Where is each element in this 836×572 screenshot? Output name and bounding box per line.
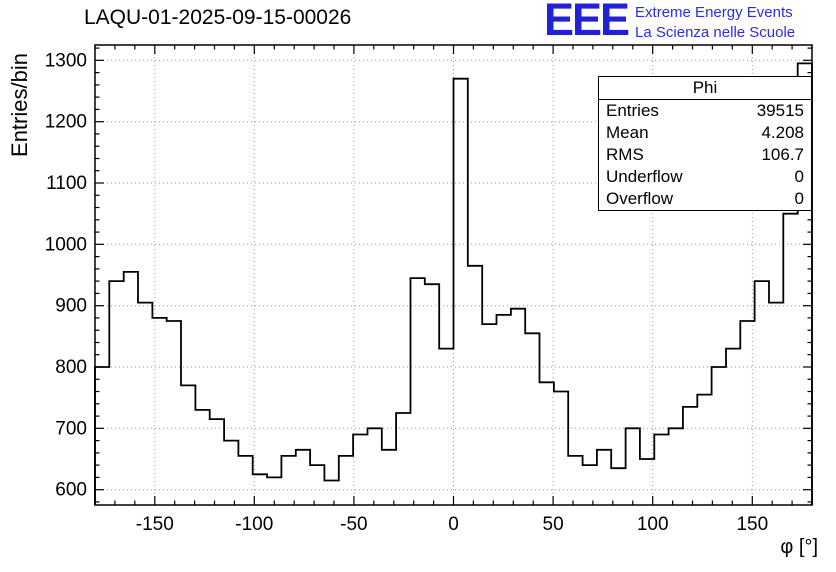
stats-row-value: 0 <box>794 189 804 208</box>
y-axis-title: Entries/bin <box>7 53 32 157</box>
eee-logo-line1: Extreme Energy Events <box>635 4 793 21</box>
svg-text:-100: -100 <box>235 514 273 535</box>
svg-text:700: 700 <box>55 418 87 439</box>
page-title: LAQU-01-2025-09-15-00026 <box>84 6 352 29</box>
svg-text:50: 50 <box>543 514 564 535</box>
svg-text:150: 150 <box>736 514 768 535</box>
stats-row-label: Overflow <box>606 189 674 208</box>
stats-row-value: 4.208 <box>761 123 804 142</box>
x-axis-title: φ [°] <box>780 536 818 558</box>
svg-text:1200: 1200 <box>45 112 87 133</box>
stats-row-label: RMS <box>606 145 644 164</box>
stats-row-value: 106.7 <box>761 145 804 164</box>
svg-text:1000: 1000 <box>45 234 87 255</box>
eee-logo-acronym: EEE <box>544 0 630 45</box>
svg-text:-150: -150 <box>136 514 174 535</box>
stats-row: RMS 106.7 <box>599 144 811 166</box>
svg-text:800: 800 <box>55 357 87 378</box>
stats-box: Phi Entries 39515 Mean 4.208 RMS 106.7 U… <box>598 76 812 211</box>
stats-row: Mean 4.208 <box>599 122 811 144</box>
stats-row-label: Underflow <box>606 167 683 186</box>
stats-row: Entries 39515 <box>599 100 811 122</box>
stats-row: Overflow 0 <box>599 188 811 210</box>
stats-title: Phi <box>599 77 811 100</box>
stats-row-value: 39515 <box>756 101 804 120</box>
svg-text:100: 100 <box>637 514 669 535</box>
stats-row-value: 0 <box>794 167 804 186</box>
svg-text:-50: -50 <box>340 514 367 535</box>
stats-row: Underflow 0 <box>599 166 811 188</box>
stats-row-label: Mean <box>606 123 649 142</box>
eee-logo-text: Extreme Energy Events La Scienza nelle S… <box>635 0 795 43</box>
svg-text:600: 600 <box>55 480 87 501</box>
svg-text:1100: 1100 <box>46 173 87 194</box>
eee-logo-line2: La Scienza nelle Scuole <box>635 23 796 41</box>
svg-text:900: 900 <box>55 296 87 317</box>
svg-text:1300: 1300 <box>45 50 87 71</box>
eee-logo: EEE Extreme Energy Events La Scienza nel… <box>544 0 795 43</box>
stats-row-label: Entries <box>606 101 659 120</box>
svg-text:0: 0 <box>448 514 459 535</box>
